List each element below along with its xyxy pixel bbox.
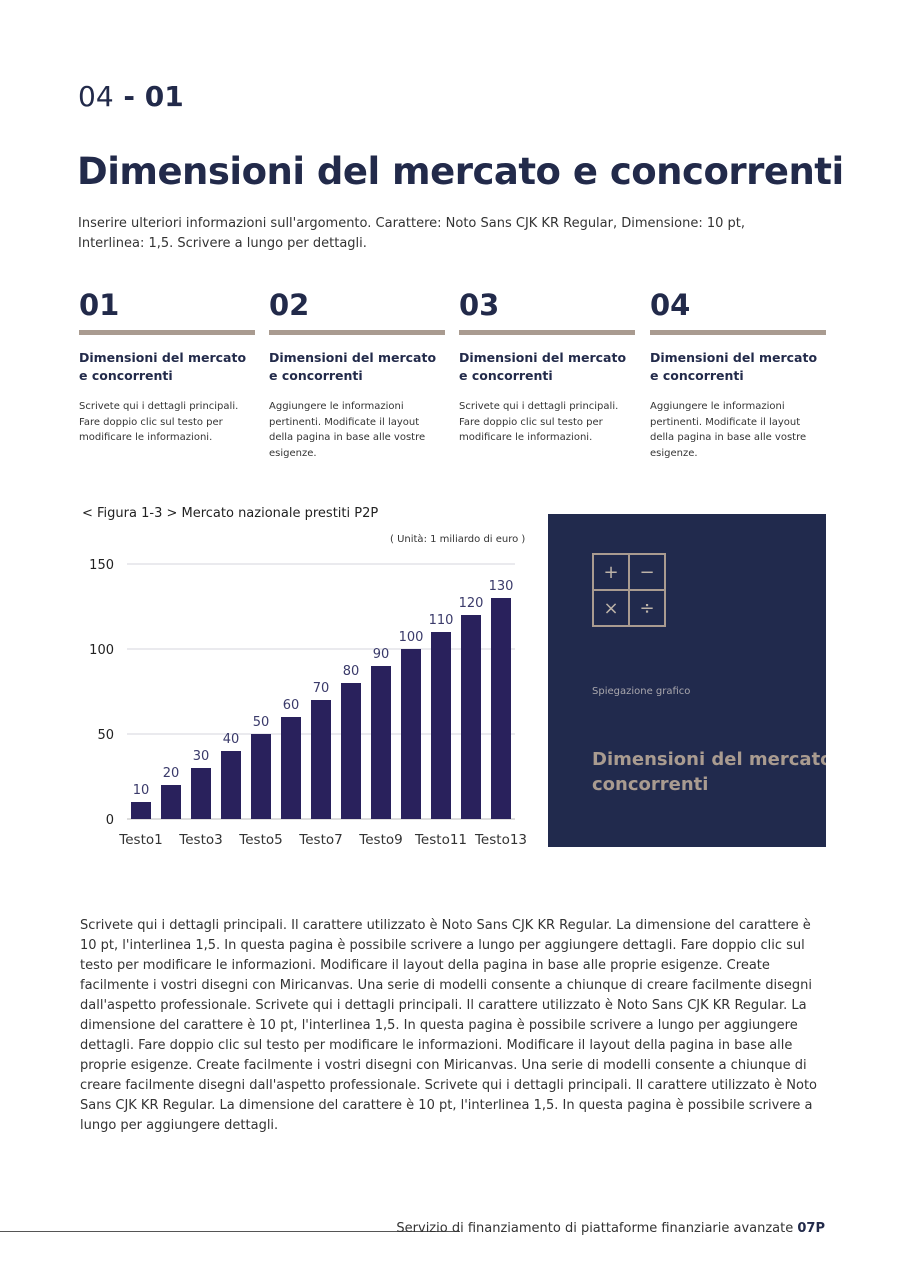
x-tick-label: Testo13 — [474, 832, 527, 848]
card-02: 02 Dimensioni del mercato e concorrenti … — [269, 288, 445, 461]
card-divider — [650, 330, 826, 335]
data-label: 130 — [489, 579, 514, 594]
data-label: 120 — [459, 596, 484, 611]
bar — [311, 700, 331, 819]
math-operators-icon: + − × ÷ — [592, 553, 666, 627]
card-heading: Dimensioni del mercato e concorrenti — [459, 350, 627, 383]
body-text: Scrivete qui i dettagli principali. Il c… — [80, 918, 817, 1133]
card-03: 03 Dimensioni del mercato e concorrenti … — [459, 288, 635, 446]
card-divider — [459, 330, 635, 335]
y-tick-label: 150 — [89, 558, 114, 573]
bar — [161, 785, 181, 819]
footer-text: Servizio di finanziamento di piattaforme… — [396, 1221, 798, 1236]
section-number: 04 - 01 — [78, 80, 184, 113]
chart-unit: ( Unità: 1 miliardo di euro ) — [390, 534, 526, 545]
bar — [251, 734, 271, 819]
bar — [401, 649, 421, 819]
section-major: 04 — [78, 80, 114, 113]
section-separator: - — [113, 80, 145, 113]
card-number: 03 — [459, 288, 500, 322]
bar — [491, 598, 511, 819]
x-tick-label: Testo5 — [238, 832, 282, 848]
data-label: 50 — [253, 715, 270, 730]
data-label: 100 — [399, 630, 424, 645]
bar — [191, 768, 211, 819]
x-tick-label: Testo9 — [358, 832, 402, 848]
intro-text: Inserire ulteriori informazioni sull'arg… — [78, 216, 746, 251]
card-heading: Dimensioni del mercato e concorrenti — [650, 350, 818, 383]
bar — [281, 717, 301, 819]
data-label: 90 — [373, 647, 390, 662]
bar — [461, 615, 481, 819]
card-number: 02 — [269, 288, 310, 322]
card-04: 04 Dimensioni del mercato e concorrenti … — [650, 288, 826, 461]
page-number: 07P — [797, 1221, 825, 1236]
panel-label: Spiegazione grafico — [592, 686, 691, 697]
card-divider — [269, 330, 445, 335]
figure-title: < Figura 1-3 > Mercato nazionale prestit… — [82, 506, 379, 521]
data-label: 10 — [133, 783, 150, 798]
bar-chart: 05010015010Testo120Testo230Testo340Testo… — [89, 558, 527, 848]
data-label: 70 — [313, 681, 330, 696]
footer: Servizio di finanziamento di piattaforme… — [396, 1221, 825, 1236]
card-number: 01 — [79, 288, 120, 322]
bar — [221, 751, 241, 819]
card-text: Scrivete qui i dettagli principali. Fare… — [79, 401, 239, 443]
minus-icon: − — [629, 554, 665, 590]
footer-rule — [0, 1231, 460, 1232]
card-divider — [79, 330, 255, 335]
panel-heading-line: Dimensioni del mercato e — [592, 749, 826, 770]
chart-explanation-panel: + − × ÷ Spiegazione grafico Dimensioni d… — [548, 514, 826, 847]
data-label: 20 — [163, 766, 180, 781]
card-text: Aggiungere le informazioni pertinenti. M… — [269, 401, 426, 459]
data-label: 60 — [283, 698, 300, 713]
y-tick-label: 100 — [89, 643, 114, 658]
section-minor: 01 — [144, 80, 184, 113]
page-title: Dimensioni del mercato e concorrenti — [77, 150, 844, 193]
data-label: 110 — [429, 613, 454, 628]
card-01: 01 Dimensioni del mercato e concorrenti … — [79, 288, 255, 446]
x-tick-label: Testo11 — [414, 832, 467, 848]
card-text: Aggiungere le informazioni pertinenti. M… — [650, 401, 807, 459]
panel-heading-line: concorrenti — [592, 774, 709, 795]
card-heading: Dimensioni del mercato e concorrenti — [79, 350, 247, 383]
y-tick-label: 50 — [97, 728, 114, 743]
y-tick-label: 0 — [106, 813, 114, 828]
panel-heading: Dimensioni del mercato e concorrenti — [592, 747, 826, 797]
card-heading: Dimensioni del mercato e concorrenti — [269, 350, 437, 383]
plus-icon: + — [593, 554, 629, 590]
x-tick-label: Testo7 — [298, 832, 342, 848]
bar — [131, 802, 151, 819]
x-tick-label: Testo1 — [118, 832, 162, 848]
bar — [341, 683, 361, 819]
divide-icon: ÷ — [629, 590, 665, 626]
card-number: 04 — [650, 288, 691, 322]
data-label: 80 — [343, 664, 360, 679]
multiply-icon: × — [593, 590, 629, 626]
card-text: Scrivete qui i dettagli principali. Fare… — [459, 401, 619, 443]
data-label: 40 — [223, 732, 240, 747]
data-label: 30 — [193, 749, 210, 764]
bar — [431, 632, 451, 819]
x-tick-label: Testo3 — [178, 832, 222, 848]
bar — [371, 666, 391, 819]
